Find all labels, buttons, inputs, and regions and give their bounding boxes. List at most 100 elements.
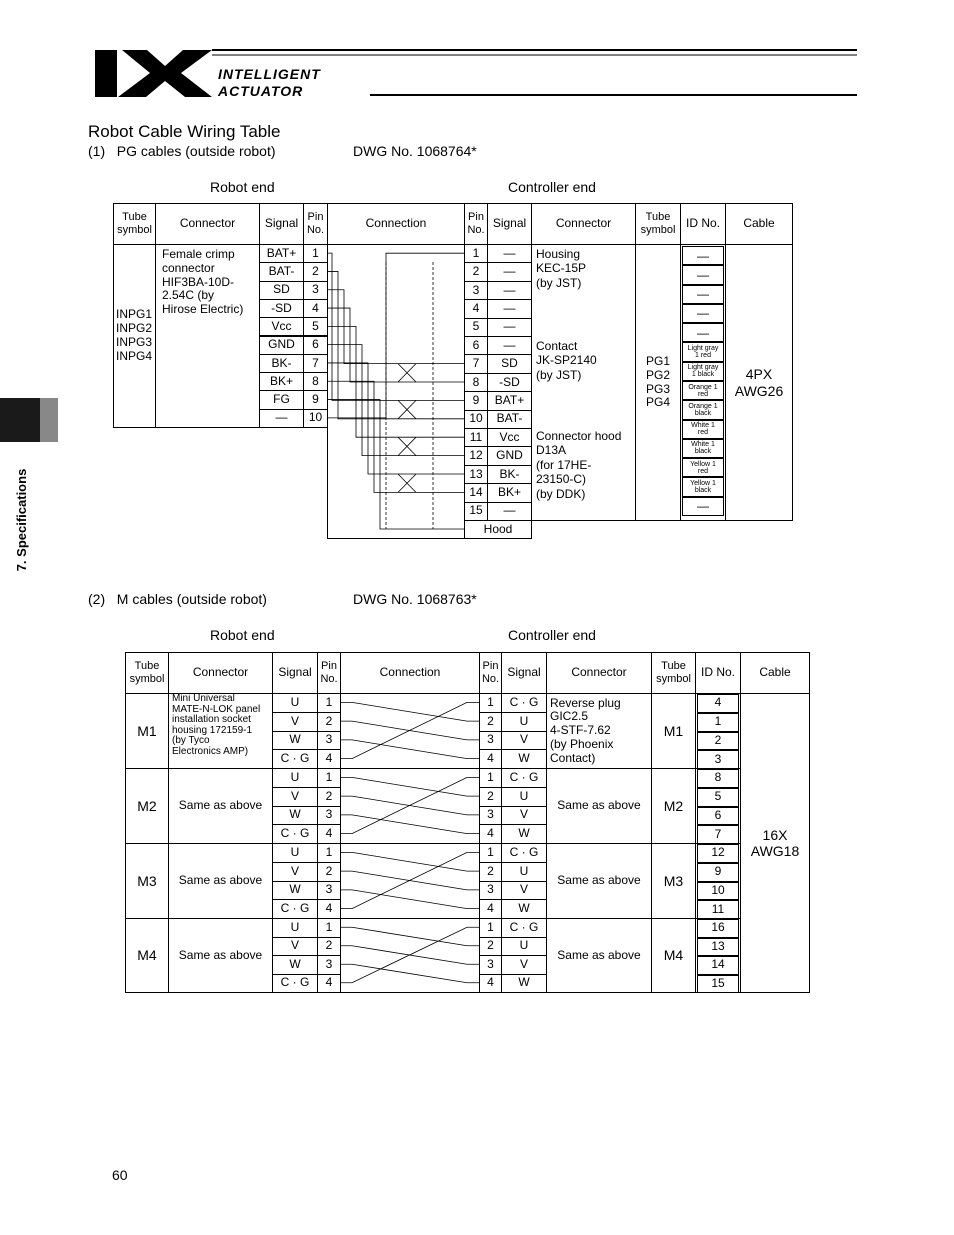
- pin-cell: 2: [464, 262, 488, 282]
- pin-cell: 4: [317, 749, 341, 769]
- connector-cell: Female crimp connector HIF3BA-10D- 2.54C…: [155, 244, 260, 428]
- connector-cell: Mini Universal MATE-N-LOK panel installa…: [168, 693, 273, 769]
- signal-cell: BAT-: [487, 409, 532, 429]
- tube-symbol-cell: INPG1 INPG2 INPG3 INPG4: [113, 244, 156, 428]
- signal-cell: W: [501, 973, 547, 993]
- signal-cell: GND: [487, 446, 532, 466]
- signal-cell: C · G: [501, 918, 547, 938]
- pin-cell: 10: [303, 408, 328, 428]
- pin-cell: 4: [303, 298, 328, 319]
- id-cell: Orange 1 red: [682, 381, 724, 401]
- signal-cell: V: [501, 880, 547, 901]
- signal-cell: W: [501, 824, 547, 844]
- cable: AWG18: [750, 843, 800, 859]
- dwg: DWG No. 1068764*: [353, 143, 477, 159]
- signal-cell: BK+: [259, 372, 304, 392]
- signal-cell: V: [272, 786, 318, 807]
- tube-symbol: PG1: [645, 353, 670, 368]
- connection-cell: [340, 843, 480, 919]
- tube-symbol-cell: M2: [651, 768, 696, 844]
- pin-cell: 4: [479, 899, 502, 919]
- pin-cell: 2: [303, 262, 328, 282]
- controller-end: Controller end: [508, 179, 596, 195]
- header-cell: Pin No.: [464, 203, 488, 245]
- id-cell: —: [682, 303, 724, 324]
- pin-cell: 4: [317, 973, 341, 993]
- header-cell: Tube symbol: [113, 203, 156, 245]
- signal-cell: U: [272, 693, 318, 713]
- connector-text: Housing KEC-15P (by JST): [536, 247, 587, 290]
- header-cell: Pin No.: [317, 652, 341, 694]
- signal-cell: V: [501, 955, 547, 975]
- tube-symbol: PG3: [645, 381, 670, 396]
- pin-cell: 6: [303, 335, 328, 355]
- pin-cell: 3: [317, 730, 341, 751]
- id-cell: 4: [697, 694, 739, 713]
- pin-cell: 2: [479, 936, 502, 956]
- pin-cell: 1: [464, 244, 488, 264]
- signal-cell: V: [501, 730, 547, 751]
- side-tab-block: [40, 398, 58, 442]
- cable-cell: 16X AWG18: [740, 693, 810, 993]
- hood-cell: Hood: [464, 520, 532, 539]
- header-cell: Cable: [725, 203, 793, 245]
- connector-cell: Same as above: [168, 768, 273, 844]
- signal-cell: C · G: [501, 843, 547, 863]
- header-cell: Signal: [501, 652, 547, 694]
- signal-cell: W: [272, 955, 318, 975]
- id-cell: 13: [697, 937, 739, 956]
- pin-cell: 3: [317, 955, 341, 975]
- header-cell: Connector: [531, 203, 636, 245]
- signal-cell: U: [501, 861, 547, 882]
- id-cell: 7: [697, 825, 739, 844]
- robot-end: Robot end: [210, 627, 275, 643]
- signal-cell: U: [272, 918, 318, 938]
- signal-cell: U: [501, 786, 547, 807]
- pin-cell: 11: [464, 428, 488, 448]
- signal-cell: BK+: [487, 483, 532, 503]
- pin-cell: 1: [479, 918, 502, 938]
- id-cell: 9: [697, 862, 739, 882]
- pin-cell: 4: [464, 299, 488, 319]
- pin-cell: 6: [464, 336, 488, 356]
- signal-cell: —: [487, 299, 532, 319]
- pin-cell: 1: [317, 918, 341, 938]
- signal-cell: -SD: [487, 372, 532, 393]
- side-tab: 7. Specifications: [14, 468, 30, 572]
- signal-cell: —: [487, 501, 532, 521]
- header-cell: Signal: [272, 652, 318, 694]
- pin-cell: 3: [303, 280, 328, 300]
- cable: 4PX: [745, 366, 773, 383]
- header-cell: ID No.: [680, 203, 726, 245]
- pin-cell: 2: [479, 861, 502, 882]
- pin-cell: 4: [479, 749, 502, 769]
- tube-symbol-cell: M4: [125, 918, 169, 993]
- pin-cell: 1: [317, 843, 341, 863]
- pin-cell: 1: [479, 768, 502, 788]
- pin-cell: 3: [317, 880, 341, 901]
- signal-cell: —: [259, 408, 304, 428]
- id-cell: White 1 black: [682, 438, 724, 459]
- section-label: (2) M cables (outside robot): [88, 591, 267, 607]
- pin-cell: 4: [479, 973, 502, 993]
- header-cell: Connector: [168, 652, 273, 694]
- dwg: DWG No. 1068763*: [353, 591, 477, 607]
- signal-cell: BK-: [259, 353, 304, 374]
- signal-cell: Vcc: [487, 428, 532, 448]
- tube-symbol: PG2: [645, 367, 670, 382]
- id-cell: 11: [697, 900, 739, 919]
- pin-cell: 14: [464, 483, 488, 503]
- signal-cell: BAT+: [259, 244, 304, 264]
- pin-cell: 2: [317, 786, 341, 807]
- id-cell: 14: [697, 956, 739, 975]
- tube-symbol-cell: PG1 PG2 PG3 PG4: [635, 244, 681, 521]
- tube-symbol-cell: M1: [125, 693, 169, 769]
- header-cell: Tube symbol: [125, 652, 169, 694]
- tube-symbol-cell: M4: [651, 918, 696, 993]
- signal-cell: C · G: [501, 693, 547, 713]
- header-cell: Connector: [546, 652, 652, 694]
- header-cell: Connection: [340, 652, 480, 694]
- pin-cell: 5: [303, 317, 328, 337]
- signal-cell: BK-: [487, 464, 532, 485]
